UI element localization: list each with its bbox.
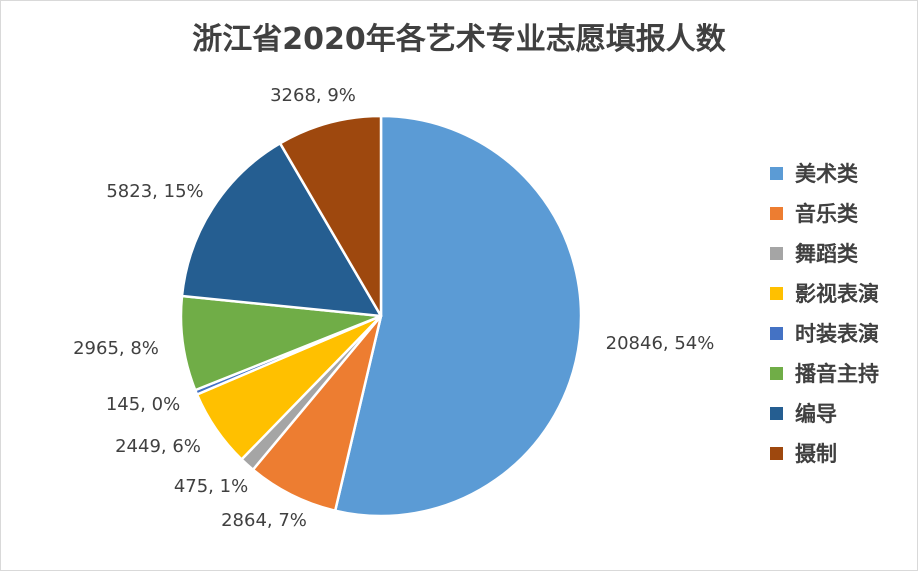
legend-item-2: 舞蹈类 [770,233,879,273]
pie-slice-7 [278,114,383,318]
pie-slice-6 [180,142,383,318]
legend-label: 时装表演 [795,322,879,346]
legend-swatch [770,286,783,300]
legend-label: 摄制 [795,442,837,466]
pie-slices [179,114,583,518]
legend-label: 影视表演 [795,282,879,306]
data-label-6: 5823, 15% [106,181,203,202]
data-label-1: 2864, 7% [221,510,307,531]
chart-title: 浙江省2020年各艺术专业志愿填报人数 [192,22,726,57]
legend-swatch [770,166,783,180]
legend-item-3: 影视表演 [770,273,879,313]
legend-label: 音乐类 [795,202,858,226]
legend-swatch [770,366,783,380]
pie-slice-0 [333,114,583,518]
legend-label: 播音主持 [795,362,879,386]
legend-swatch [770,406,783,420]
legend-item-7: 摄制 [770,433,879,473]
data-labels: 20846, 54% 2864, 7% 475, 1% 2449, 6% 145, 0%… [73,85,714,531]
data-label-5: 2965, 8% [73,338,159,359]
legend-label: 美术类 [795,162,858,186]
legend-item-0: 美术类 [770,153,879,193]
legend-item-4: 时装表演 [770,313,879,353]
legend-swatch [770,246,783,260]
legend-swatch [770,446,783,460]
pie-slice-5 [179,294,383,392]
data-label-4: 145, 0% [106,394,180,415]
legend-item-5: 播音主持 [770,353,879,393]
legend-label: 舞蹈类 [795,242,858,266]
data-label-2: 475, 1% [174,476,248,497]
legend: 美术类音乐类舞蹈类影视表演时装表演播音主持编导摄制 [770,153,879,473]
data-label-3: 2449, 6% [115,436,201,457]
data-label-0: 20846, 54% [606,333,715,354]
data-label-7: 3268, 9% [270,85,356,106]
legend-swatch [770,206,783,220]
legend-swatch [770,326,783,340]
legend-item-6: 编导 [770,393,879,433]
legend-item-1: 音乐类 [770,193,879,233]
legend-label: 编导 [795,402,837,426]
